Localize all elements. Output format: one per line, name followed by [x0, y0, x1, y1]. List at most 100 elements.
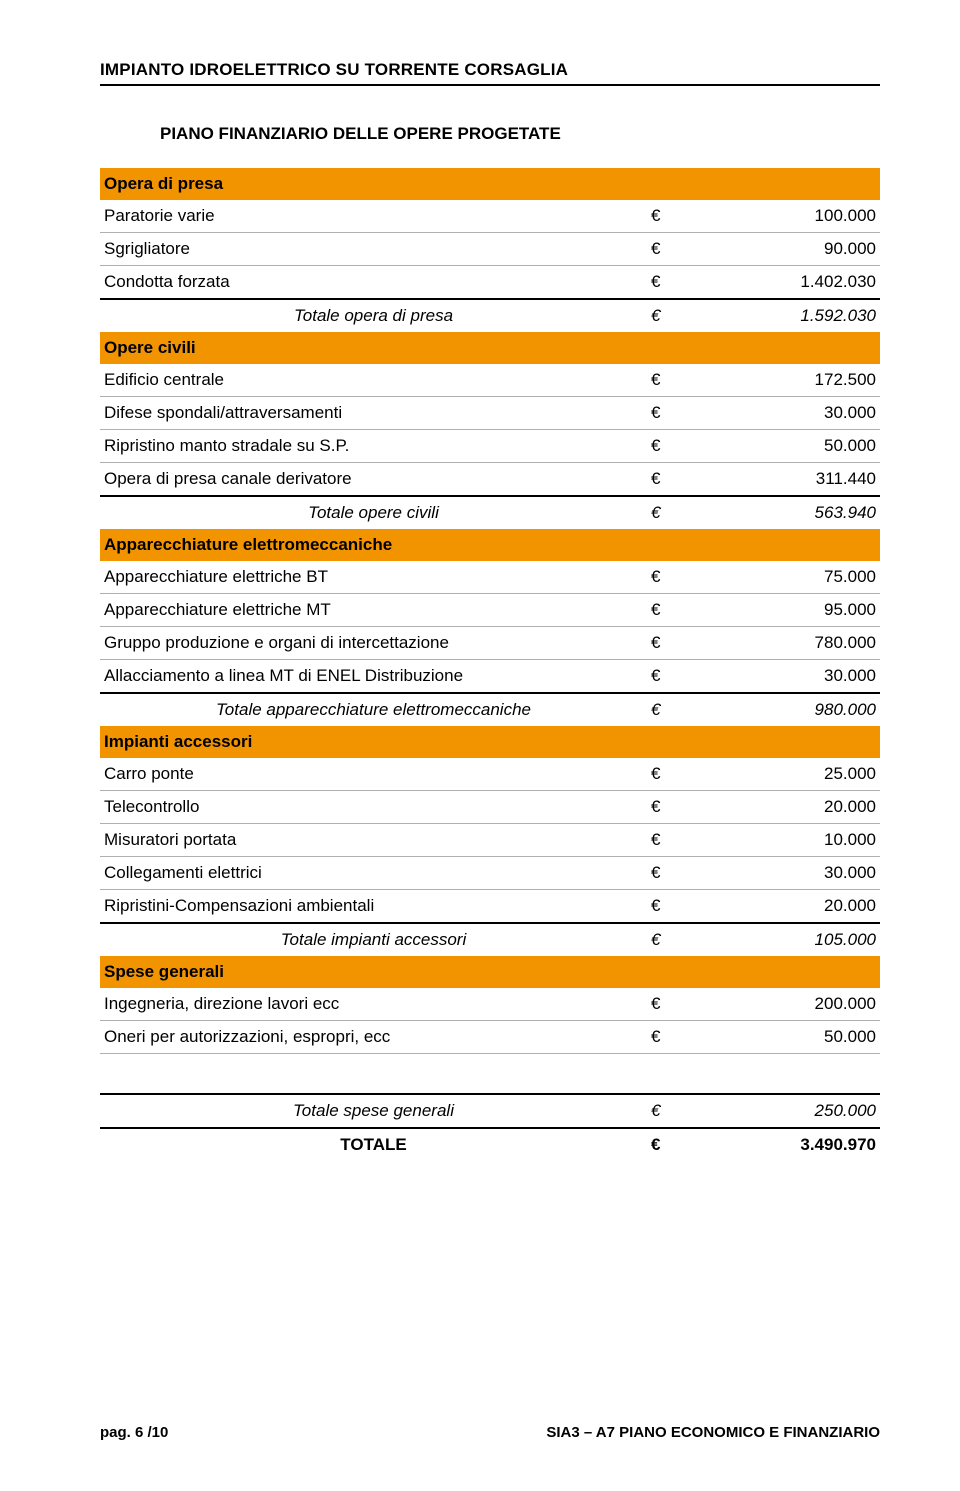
row-label: Ripristini-Compensazioni ambientali [100, 890, 647, 924]
page-title: PIANO FINANZIARIO DELLE OPERE PROGETATE [160, 124, 880, 144]
table-row: Telecontrollo € 20.000 [100, 791, 880, 824]
subtotal-row: Totale impianti accessori € 105.000 [100, 923, 880, 956]
currency-symbol: € [647, 791, 677, 824]
row-value: 200.000 [677, 988, 880, 1021]
subtotal-label: Totale impianti accessori [100, 923, 647, 956]
subtotal-label: Totale spese generali [100, 1094, 647, 1128]
subtotal-value: 1.592.030 [677, 299, 880, 332]
table-row: Oneri per autorizzazioni, espropri, ecc … [100, 1021, 880, 1054]
currency-symbol: € [647, 561, 677, 594]
section-header: Opera di presa [100, 168, 880, 200]
row-label: Carro ponte [100, 758, 647, 791]
row-value: 50.000 [677, 430, 880, 463]
subtotal-row: Totale opere civili € 563.940 [100, 496, 880, 529]
subtotal-value: 980.000 [677, 693, 880, 726]
currency-symbol: € [647, 1021, 677, 1054]
section-header: Impianti accessori [100, 726, 880, 758]
section-header: Spese generali [100, 956, 880, 988]
row-value: 311.440 [677, 463, 880, 497]
row-label: Collegamenti elettrici [100, 857, 647, 890]
table-row: Carro ponte € 25.000 [100, 758, 880, 791]
currency-symbol: € [647, 890, 677, 924]
row-label: Sgrigliatore [100, 233, 647, 266]
row-value: 75.000 [677, 561, 880, 594]
row-label: Telecontrollo [100, 791, 647, 824]
currency-symbol: € [647, 463, 677, 497]
table-row: Ripristini-Compensazioni ambientali € 20… [100, 890, 880, 924]
header-underline [100, 84, 880, 86]
row-label: Ripristino manto stradale su S.P. [100, 430, 647, 463]
row-value: 25.000 [677, 758, 880, 791]
table-row: Opera di presa canale derivatore € 311.4… [100, 463, 880, 497]
subtotal-value: 563.940 [677, 496, 880, 529]
currency-symbol: € [647, 758, 677, 791]
section-name: Opere civili [100, 332, 880, 364]
row-value: 30.000 [677, 660, 880, 694]
row-value: 30.000 [677, 397, 880, 430]
table-row: Paratorie varie € 100.000 [100, 200, 880, 233]
subtotal-label: Totale apparecchiature elettromeccaniche [100, 693, 647, 726]
table-row: Condotta forzata € 1.402.030 [100, 266, 880, 300]
currency-symbol: € [647, 923, 677, 956]
currency-symbol: € [647, 988, 677, 1021]
grand-total-label: TOTALE [100, 1128, 647, 1161]
section-header: Apparecchiature elettromeccaniche [100, 529, 880, 561]
table-row: Sgrigliatore € 90.000 [100, 233, 880, 266]
spacer [100, 1054, 880, 1094]
footer-right: SIA3 – A7 PIANO ECONOMICO E FINANZIARIO [546, 1424, 880, 1441]
row-label: Gruppo produzione e organi di intercetta… [100, 627, 647, 660]
subtotal-row: Totale spese generali € 250.000 [100, 1094, 880, 1128]
table-row: Difese spondali/attraversamenti € 30.000 [100, 397, 880, 430]
table-row: Apparecchiature elettriche BT € 75.000 [100, 561, 880, 594]
table-row: Apparecchiature elettriche MT € 95.000 [100, 594, 880, 627]
currency-symbol: € [647, 660, 677, 694]
currency-symbol: € [647, 1128, 677, 1161]
currency-symbol: € [647, 1094, 677, 1128]
row-label: Edificio centrale [100, 364, 647, 397]
financial-table: Opera di presa Paratorie varie € 100.000… [100, 168, 880, 1161]
row-label: Apparecchiature elettriche BT [100, 561, 647, 594]
section-name: Opera di presa [100, 168, 880, 200]
section-name: Impianti accessori [100, 726, 880, 758]
row-value: 172.500 [677, 364, 880, 397]
row-label: Opera di presa canale derivatore [100, 463, 647, 497]
row-value: 30.000 [677, 857, 880, 890]
row-value: 10.000 [677, 824, 880, 857]
page-footer: pag. 6 /10 SIA3 – A7 PIANO ECONOMICO E F… [100, 1424, 880, 1441]
row-label: Condotta forzata [100, 266, 647, 300]
table-row: Misuratori portata € 10.000 [100, 824, 880, 857]
subtotal-label: Totale opera di presa [100, 299, 647, 332]
row-value: 95.000 [677, 594, 880, 627]
subtotal-value: 105.000 [677, 923, 880, 956]
subtotal-row: Totale apparecchiature elettromeccaniche… [100, 693, 880, 726]
currency-symbol: € [647, 824, 677, 857]
row-value: 50.000 [677, 1021, 880, 1054]
subtotal-label: Totale opere civili [100, 496, 647, 529]
grand-total-row: TOTALE € 3.490.970 [100, 1128, 880, 1161]
row-label: Ingegneria, direzione lavori ecc [100, 988, 647, 1021]
row-value: 90.000 [677, 233, 880, 266]
row-label: Difese spondali/attraversamenti [100, 397, 647, 430]
currency-symbol: € [647, 299, 677, 332]
currency-symbol: € [647, 430, 677, 463]
row-label: Allacciamento a linea MT di ENEL Distrib… [100, 660, 647, 694]
table-row: Ingegneria, direzione lavori ecc € 200.0… [100, 988, 880, 1021]
table-row: Allacciamento a linea MT di ENEL Distrib… [100, 660, 880, 694]
section-name: Apparecchiature elettromeccaniche [100, 529, 880, 561]
table-row: Collegamenti elettrici € 30.000 [100, 857, 880, 890]
row-label: Oneri per autorizzazioni, espropri, ecc [100, 1021, 647, 1054]
row-label: Paratorie varie [100, 200, 647, 233]
currency-symbol: € [647, 397, 677, 430]
currency-symbol: € [647, 627, 677, 660]
currency-symbol: € [647, 200, 677, 233]
section-name: Spese generali [100, 956, 880, 988]
row-value: 780.000 [677, 627, 880, 660]
row-value: 100.000 [677, 200, 880, 233]
row-label: Misuratori portata [100, 824, 647, 857]
page: IMPIANTO IDROELETTRICO SU TORRENTE CORSA… [0, 0, 960, 1491]
grand-total-value: 3.490.970 [677, 1128, 880, 1161]
row-value: 20.000 [677, 791, 880, 824]
table-row: Edificio centrale € 172.500 [100, 364, 880, 397]
document-header: IMPIANTO IDROELETTRICO SU TORRENTE CORSA… [100, 60, 880, 80]
row-label: Apparecchiature elettriche MT [100, 594, 647, 627]
